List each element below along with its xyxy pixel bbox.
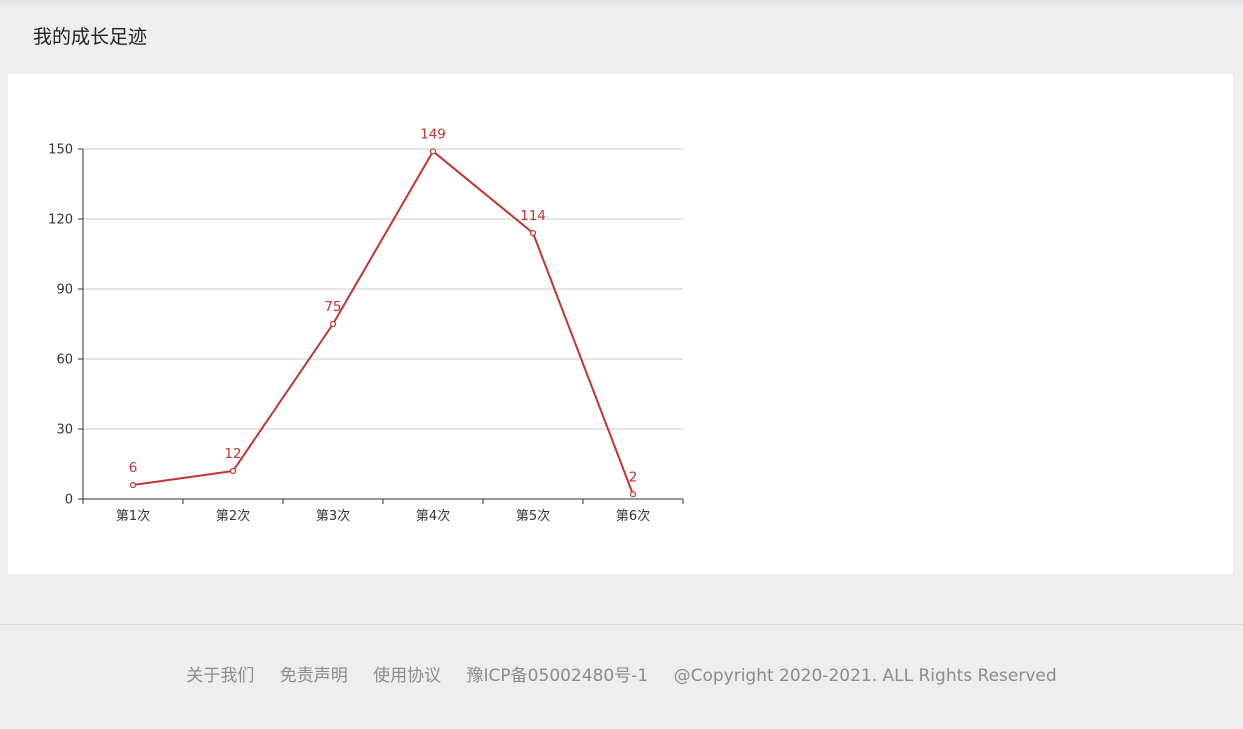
- x-tick-label: 第3次: [316, 508, 350, 524]
- y-tick-label: 120: [48, 213, 73, 228]
- y-tick-label: 0: [65, 493, 73, 508]
- x-tick-label: 第5次: [516, 508, 550, 524]
- x-tick-label: 第4次: [416, 508, 450, 524]
- data-label: 75: [324, 299, 341, 315]
- data-label: 2: [629, 469, 638, 485]
- series-line: [132, 150, 634, 495]
- footer-link-disclaimer[interactable]: 免责声明: [279, 666, 348, 686]
- data-label: 114: [520, 208, 546, 224]
- footer-link-terms[interactable]: 使用协议: [373, 666, 442, 686]
- y-tick-label: 90: [56, 283, 73, 298]
- footer: 关于我们 免责声明 使用协议 豫ICP备05002480号-1 @Copyrig…: [0, 663, 1243, 689]
- data-point: [529, 229, 537, 237]
- data-point: [329, 320, 337, 328]
- x-tick-label: 第6次: [616, 508, 650, 524]
- top-shadow: [0, 0, 1243, 10]
- data-label: 6: [129, 460, 138, 476]
- y-tick-label: 60: [56, 353, 73, 368]
- y-tick-label: 150: [48, 143, 73, 158]
- y-tick-label: 30: [56, 423, 73, 438]
- footer-link-about[interactable]: 关于我们: [186, 666, 255, 686]
- footer-icp[interactable]: 豫ICP备05002480号-1: [466, 666, 649, 686]
- data-point: [629, 491, 637, 498]
- footer-copyright: @Copyright 2020-2021. ALL Rights Reserve…: [673, 666, 1057, 686]
- data-label: 12: [224, 446, 241, 462]
- data-point: [229, 467, 237, 475]
- chart-panel: 0 30 60 90 120 150 第1次 第2次 第3次 第4次 第5次 第6次 6 12 75 149 1…: [8, 74, 1233, 574]
- x-tick-label: 第2次: [216, 508, 250, 524]
- data-point: [129, 481, 137, 489]
- growth-line-chart: 0 30 60 90 120 150 第1次 第2次 第3次 第4次 第5次 第6次 6 12 75 149 1…: [48, 126, 684, 524]
- data-label: 149: [420, 126, 446, 142]
- x-tick-label: 第1次: [116, 508, 150, 524]
- data-point: [429, 148, 437, 155]
- page-title: 我的成长足迹: [33, 26, 148, 48]
- footer-divider: [0, 624, 1243, 625]
